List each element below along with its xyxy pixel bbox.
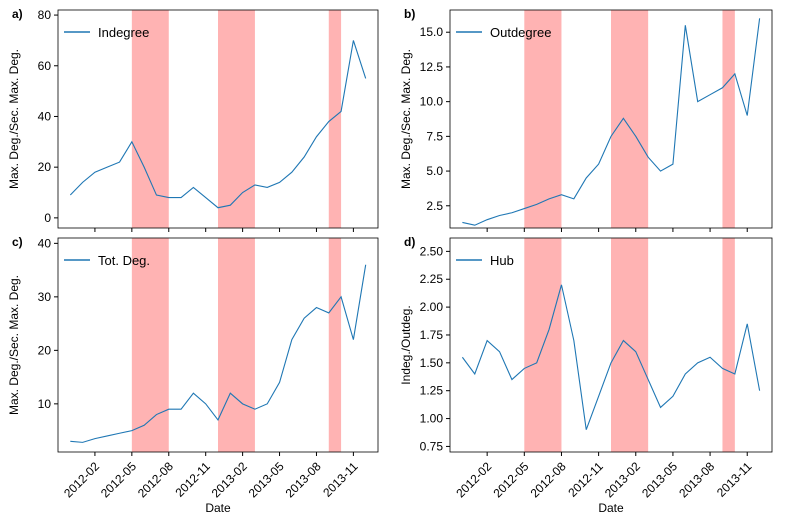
y-tick-label: 2.50: [420, 244, 444, 258]
y-tick-label: 20: [38, 160, 52, 174]
y-axis-label: Max. Deg./Sec. Max. Deg.: [7, 275, 21, 415]
legend-label: Indegree: [98, 25, 149, 40]
y-tick-label: 0: [44, 211, 51, 225]
x-tick-label: 2013-02: [602, 459, 643, 500]
y-tick-label: 10.0: [420, 95, 444, 109]
plot-frame: [57, 237, 379, 453]
x-tick-label: 2012-02: [453, 459, 494, 500]
x-tick-label: 2013-05: [639, 459, 680, 500]
shaded-period: [218, 238, 255, 452]
x-axis-label: Date: [598, 501, 624, 515]
legend-label: Tot. Deg.: [98, 253, 150, 268]
data-line: [69, 40, 367, 209]
x-tick-label: 2012-11: [172, 459, 213, 500]
plot-frame: [57, 9, 379, 229]
y-axis-label: Max. Deg./Sec. Max. Deg.: [7, 49, 21, 189]
y-tick-label: 40: [38, 236, 52, 250]
y-axis-label: Max. Deg./Sec. Max. Deg.: [399, 49, 413, 189]
y-tick-label: 40: [38, 109, 52, 123]
y-tick-label: 12.5: [420, 60, 444, 74]
x-tick-label: 2013-05: [246, 459, 287, 500]
shaded-period: [131, 238, 169, 452]
x-tick-label: 2012-08: [135, 459, 176, 500]
legend-label: Hub: [490, 253, 514, 268]
x-tick-label: 2012-11: [565, 459, 606, 500]
x-tick-label: 2013-02: [209, 459, 250, 500]
x-tick-label: 2012-05: [98, 459, 139, 500]
panel-label: a): [12, 7, 23, 21]
y-tick-label: 1.25: [420, 384, 444, 398]
y-tick-label: 1.50: [420, 356, 444, 370]
x-tick-label: 2013-11: [320, 459, 361, 500]
data-line: [461, 284, 761, 430]
y-tick-label: 60: [38, 59, 52, 73]
shaded-period: [131, 10, 169, 228]
shaded-period: [218, 10, 255, 228]
shaded-period: [611, 10, 649, 228]
shaded-period: [524, 10, 562, 228]
x-tick-label: 2012-05: [490, 459, 531, 500]
y-tick-label: 1.75: [420, 328, 444, 342]
x-tick-label: 2012-02: [61, 459, 102, 500]
data-line: [462, 18, 761, 226]
shaded-period: [722, 238, 735, 452]
x-tick-label: 2013-08: [283, 459, 324, 500]
y-tick-label: 30: [38, 290, 52, 304]
y-tick-label: 80: [38, 8, 52, 22]
legend-label: Outdegree: [490, 25, 551, 40]
y-tick-label: 2.00: [420, 300, 444, 314]
plot-frame: [449, 237, 773, 453]
shaded-period: [328, 10, 342, 228]
panel-label: d): [404, 235, 415, 249]
y-axis-label: Indeg./Outdeg.: [399, 305, 413, 384]
y-tick-label: 2.25: [420, 272, 444, 286]
y-tick-label: 2.5: [426, 199, 443, 213]
shaded-period: [722, 10, 735, 228]
shaded-period: [611, 238, 649, 452]
x-tick-label: 2013-11: [714, 459, 755, 500]
panel-label: c): [12, 235, 23, 249]
x-tick-label: 2012-08: [528, 459, 569, 500]
data-line: [70, 264, 367, 443]
y-tick-label: 10: [38, 397, 52, 411]
panel-label: b): [404, 7, 415, 21]
y-tick-label: 0.75: [420, 439, 444, 453]
x-tick-label: 2013-08: [676, 459, 717, 500]
y-tick-label: 20: [38, 343, 52, 357]
x-axis-label: Date: [205, 501, 231, 515]
y-tick-label: 7.5: [426, 129, 443, 143]
y-tick-label: 1.00: [420, 412, 444, 426]
y-tick-label: 15.0: [420, 25, 444, 39]
plot-frame: [449, 9, 773, 229]
shaded-period: [328, 238, 342, 452]
y-tick-label: 5.0: [426, 164, 443, 178]
